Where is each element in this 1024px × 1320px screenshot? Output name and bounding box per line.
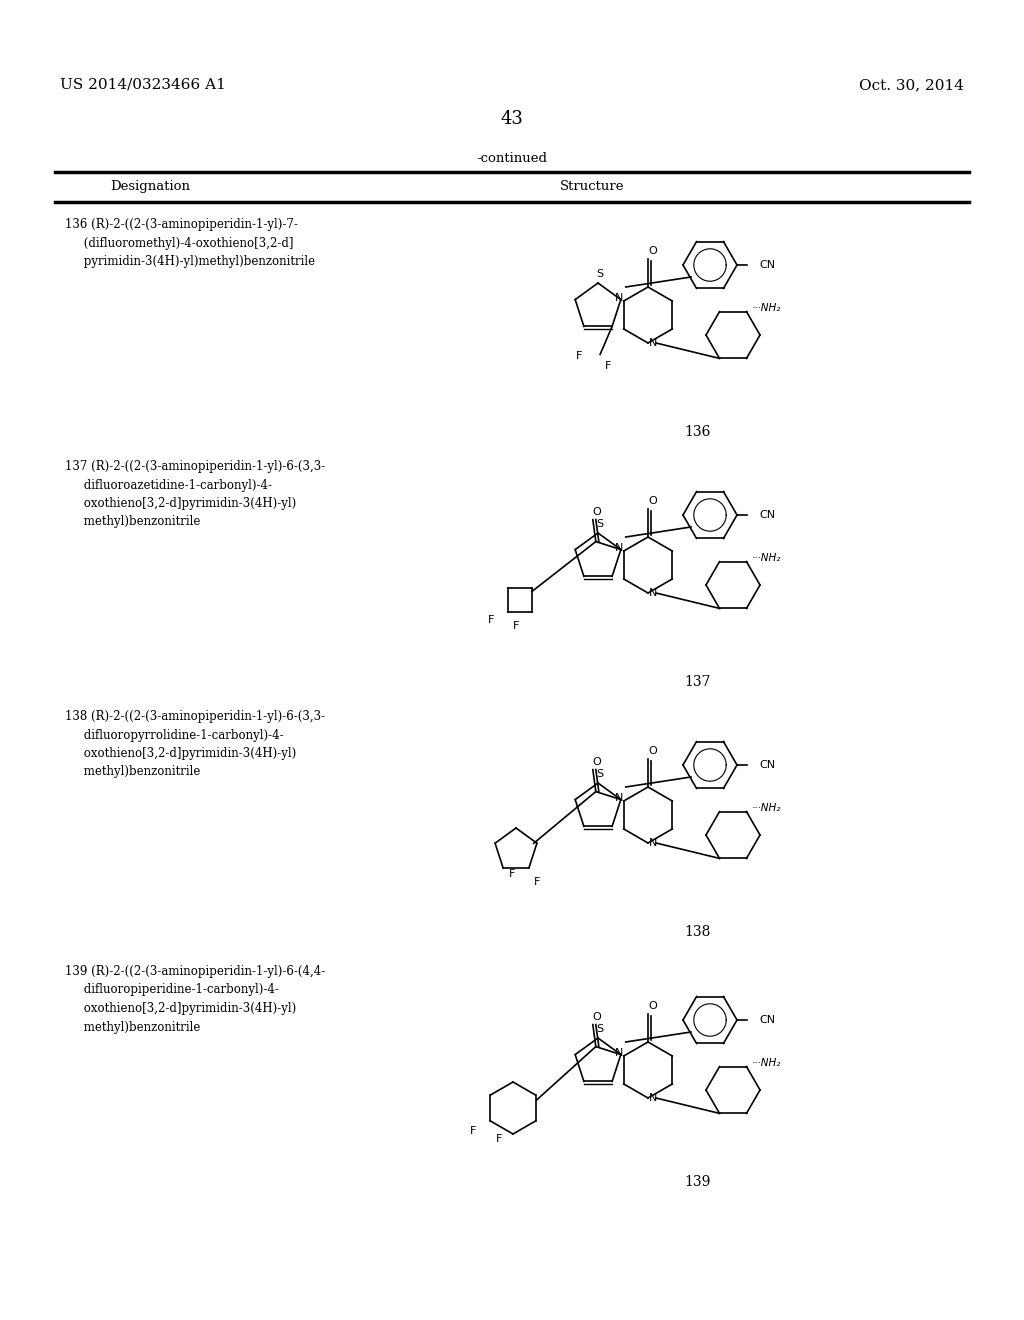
Text: O: O	[593, 1011, 601, 1022]
Text: N: N	[614, 543, 623, 553]
Text: F: F	[509, 869, 515, 879]
Text: S: S	[596, 1024, 603, 1034]
Text: 138: 138	[685, 925, 712, 939]
Text: 139 (R)-2-((2-(3-aminopiperidin-1-yl)-6-(4,4-
     difluoropiperidine-1-carbonyl: 139 (R)-2-((2-(3-aminopiperidin-1-yl)-6-…	[65, 965, 326, 1034]
Text: O: O	[648, 246, 657, 256]
Text: N: N	[614, 293, 623, 304]
Text: F: F	[513, 620, 519, 631]
Text: N: N	[649, 1093, 657, 1104]
Text: CN: CN	[759, 1015, 775, 1026]
Text: 138 (R)-2-((2-(3-aminopiperidin-1-yl)-6-(3,3-
     difluoropyrrolidine-1-carbony: 138 (R)-2-((2-(3-aminopiperidin-1-yl)-6-…	[65, 710, 326, 779]
Text: O: O	[648, 496, 657, 506]
Text: Structure: Structure	[560, 180, 625, 193]
Text: N: N	[649, 838, 657, 847]
Text: 43: 43	[501, 110, 523, 128]
Text: N: N	[649, 338, 657, 348]
Text: F: F	[496, 1134, 502, 1144]
Text: ···NH₂: ···NH₂	[752, 1057, 781, 1068]
Text: S: S	[596, 519, 603, 529]
Text: O: O	[593, 507, 601, 516]
Text: N: N	[614, 1048, 623, 1059]
Text: Oct. 30, 2014: Oct. 30, 2014	[859, 78, 964, 92]
Text: ···NH₂: ···NH₂	[752, 803, 781, 813]
Text: -continued: -continued	[476, 152, 548, 165]
Text: S: S	[596, 269, 603, 279]
Text: CN: CN	[759, 260, 775, 271]
Text: F: F	[470, 1126, 476, 1137]
Text: F: F	[534, 876, 541, 887]
Text: 139: 139	[685, 1175, 712, 1189]
Text: O: O	[648, 1001, 657, 1011]
Text: F: F	[487, 615, 494, 626]
Text: N: N	[614, 793, 623, 803]
Text: F: F	[605, 362, 611, 371]
Text: 137: 137	[685, 675, 712, 689]
Text: ···NH₂: ···NH₂	[752, 302, 781, 313]
Text: N: N	[649, 587, 657, 598]
Text: 136: 136	[685, 425, 712, 440]
Text: Designation: Designation	[110, 180, 190, 193]
Text: 136 (R)-2-((2-(3-aminopiperidin-1-yl)-7-
     (difluoromethyl)-4-oxothieno[3,2-d: 136 (R)-2-((2-(3-aminopiperidin-1-yl)-7-…	[65, 218, 315, 268]
Text: CN: CN	[759, 510, 775, 520]
Text: O: O	[593, 756, 601, 767]
Text: US 2014/0323466 A1: US 2014/0323466 A1	[60, 78, 226, 92]
Text: 137 (R)-2-((2-(3-aminopiperidin-1-yl)-6-(3,3-
     difluoroazetidine-1-carbonyl): 137 (R)-2-((2-(3-aminopiperidin-1-yl)-6-…	[65, 459, 326, 528]
Text: CN: CN	[759, 760, 775, 770]
Text: F: F	[575, 351, 582, 362]
Text: O: O	[648, 746, 657, 756]
Text: S: S	[596, 770, 603, 779]
Text: ···NH₂: ···NH₂	[752, 553, 781, 562]
